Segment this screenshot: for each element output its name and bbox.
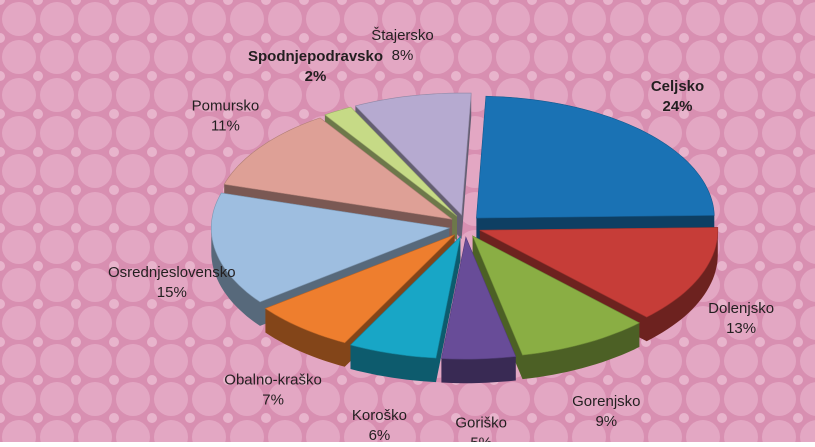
value-label: 6% <box>369 427 391 442</box>
slice <box>223 117 453 220</box>
slice <box>210 192 451 303</box>
slice <box>349 235 461 359</box>
value-label: 24% <box>663 98 693 115</box>
slice <box>479 227 719 318</box>
value-label: 2% <box>305 68 327 85</box>
slice <box>324 106 458 217</box>
category-label: Obalno-kraško <box>224 372 322 389</box>
labels: Celjsko 24% Dolenjsko 13% Gorenjsko 9% Goriško… <box>108 27 774 447</box>
value-label: 15% <box>157 284 187 301</box>
category-label: Štajersko <box>371 27 434 44</box>
category-label: Koroško <box>352 407 407 424</box>
value-label: 11% <box>211 118 240 135</box>
value-label: 7% <box>262 392 284 409</box>
pie <box>210 92 719 384</box>
value-label: 8% <box>392 47 414 64</box>
category-label: Osrednjeslovensko <box>108 264 236 281</box>
category-label: Pomursko <box>192 98 260 115</box>
value-label: 9% <box>595 413 617 430</box>
category-label: Celjsko <box>651 78 704 95</box>
slice <box>472 235 641 356</box>
category-label: Gorenjsko <box>572 393 640 410</box>
category-label: Spodnjepodravsko <box>248 48 383 65</box>
slice <box>476 95 715 219</box>
value-label: 5% <box>470 435 492 442</box>
slice <box>264 234 455 344</box>
category-label: Dolenjsko <box>708 300 774 317</box>
category-label: Goriško <box>455 415 507 432</box>
value-label: 13% <box>726 320 756 337</box>
slice <box>354 92 472 216</box>
slice <box>441 236 517 360</box>
